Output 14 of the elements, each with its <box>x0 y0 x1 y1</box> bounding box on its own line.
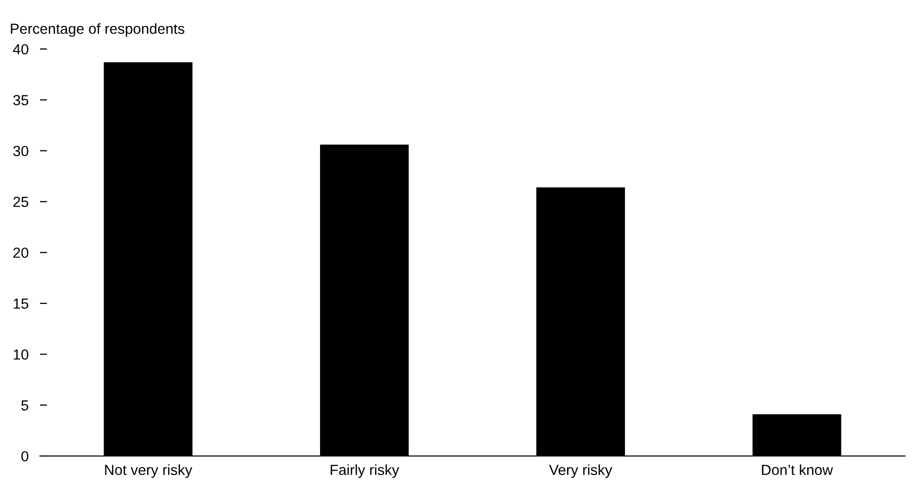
y-axis-title: Percentage of respondents <box>10 23 184 37</box>
y-tick-label: 40 <box>13 44 28 54</box>
y-tick-label: 0 <box>21 451 28 462</box>
y-tick-label: 15 <box>14 298 28 309</box>
x-tick-label: Not very risky <box>105 464 192 478</box>
y-tick-label: 35 <box>13 94 28 106</box>
x-tick-label: Fairly risky <box>330 464 400 478</box>
y-tick-label: 10 <box>14 349 28 360</box>
y-tick-label: 20 <box>13 248 28 258</box>
y-tick-label: 30 <box>13 146 28 156</box>
x-tick-label: Don’t know <box>762 464 833 476</box>
y-tick-label: 25 <box>13 196 28 208</box>
y-tick-label: 5 <box>21 400 28 411</box>
x-tick-label: Very risky <box>549 464 612 478</box>
